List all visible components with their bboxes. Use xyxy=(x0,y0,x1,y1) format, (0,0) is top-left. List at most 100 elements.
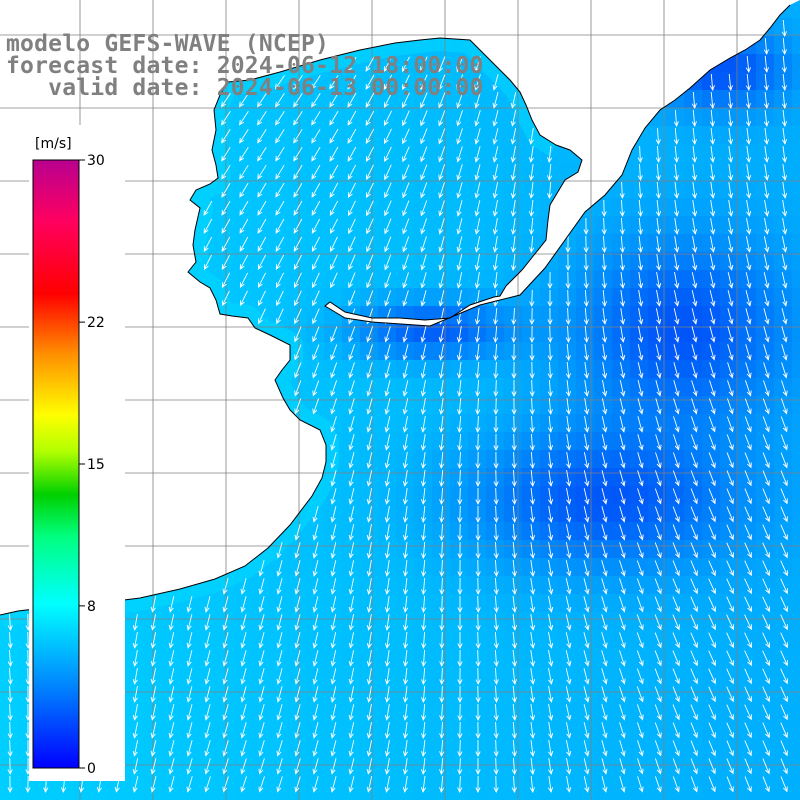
colorbar-tick-label: 30 xyxy=(87,153,105,169)
field-cell xyxy=(252,612,271,631)
field-cell xyxy=(486,738,505,757)
field-cell xyxy=(72,792,91,800)
field-cell xyxy=(396,792,415,800)
wind-arrow xyxy=(330,560,337,577)
wind-arrow xyxy=(780,740,788,757)
wind-arrow xyxy=(402,380,409,397)
field-cell xyxy=(630,198,649,217)
wind-arrow xyxy=(475,631,481,650)
wind-arrow xyxy=(672,650,680,667)
colorbar-tick-label: 15 xyxy=(87,457,105,473)
field-cell xyxy=(324,288,343,307)
field-cell xyxy=(792,306,800,325)
wind-arrow xyxy=(619,452,626,469)
wind-arrow xyxy=(150,722,157,739)
field-cell xyxy=(342,792,361,800)
field-cell xyxy=(468,108,487,127)
wind-arrow xyxy=(745,91,751,110)
field-cell xyxy=(558,288,577,307)
field-cell xyxy=(792,792,800,800)
wind-arrow xyxy=(150,776,157,793)
field-cell xyxy=(738,252,757,271)
wind-arrow xyxy=(493,343,499,362)
wind-arrow xyxy=(529,722,536,739)
field-cell xyxy=(432,450,451,469)
wind-arrow xyxy=(708,416,716,433)
wind-arrow xyxy=(547,397,553,416)
field-cell xyxy=(468,216,487,235)
field-cell xyxy=(684,162,703,181)
field-cell xyxy=(0,720,19,739)
field-cell xyxy=(486,576,505,595)
wind-arrow xyxy=(566,470,572,487)
field-cell xyxy=(612,342,631,361)
wind-arrow xyxy=(312,722,319,739)
wind-arrow xyxy=(764,182,770,199)
wind-arrow xyxy=(672,704,680,721)
wind-arrow xyxy=(619,199,625,218)
wind-arrow xyxy=(438,398,445,415)
wind-arrow xyxy=(780,434,788,451)
wind-arrow xyxy=(330,326,338,343)
wind-arrow xyxy=(727,146,734,163)
field-cell xyxy=(396,324,415,343)
wind-arrow xyxy=(421,559,427,578)
field-cell xyxy=(450,396,469,415)
wind-arrow xyxy=(780,578,788,595)
wind-arrow xyxy=(402,398,409,415)
field-cell xyxy=(540,162,559,181)
wind-arrow xyxy=(565,560,572,577)
wind-arrow xyxy=(420,74,428,91)
field-cell xyxy=(540,666,559,685)
field-cell xyxy=(288,198,307,217)
wind-arrow xyxy=(7,649,13,668)
wind-arrow xyxy=(601,488,608,505)
wind-arrow xyxy=(654,560,662,577)
wind-arrow xyxy=(726,524,734,541)
field-cell xyxy=(648,342,667,361)
wind-arrow xyxy=(348,380,355,397)
wind-arrow xyxy=(762,668,770,685)
field-cell xyxy=(198,666,217,685)
field-cell xyxy=(666,126,685,145)
field-cell xyxy=(630,540,649,559)
field-cell xyxy=(432,126,451,145)
field-cell xyxy=(594,432,613,451)
wind-arrow xyxy=(726,470,734,487)
field-cell xyxy=(360,126,379,145)
wind-arrow xyxy=(529,740,536,757)
wind-arrow xyxy=(583,217,589,236)
wind-arrow xyxy=(601,271,607,290)
wind-arrow xyxy=(548,542,554,559)
wind-arrow xyxy=(240,758,247,775)
field-cell xyxy=(396,162,415,181)
wind-arrow xyxy=(583,235,589,254)
field-cell xyxy=(450,720,469,739)
wind-arrow xyxy=(762,704,770,721)
field-cell xyxy=(648,324,667,343)
wind-arrow xyxy=(132,722,139,739)
wind-arrow xyxy=(619,380,626,397)
wind-arrow xyxy=(222,758,229,775)
field-cell xyxy=(414,90,433,109)
wind-arrow xyxy=(602,380,608,397)
wind-arrow xyxy=(637,758,644,775)
field-cell xyxy=(540,378,559,397)
wind-arrow xyxy=(780,560,788,577)
wind-arrow xyxy=(366,380,373,397)
field-cell xyxy=(234,738,253,757)
field-cell xyxy=(396,576,415,595)
wind-arrow xyxy=(511,451,517,470)
field-cell xyxy=(432,378,451,397)
field-cell xyxy=(306,360,325,379)
wind-arrow xyxy=(780,632,788,649)
wind-arrow xyxy=(348,200,356,217)
wind-arrow xyxy=(457,487,463,506)
wind-arrow xyxy=(7,775,13,794)
field-cell xyxy=(288,558,307,577)
wind-arrow xyxy=(365,74,375,90)
field-cell xyxy=(684,396,703,415)
field-cell xyxy=(594,360,613,379)
wind-arrow xyxy=(763,362,770,379)
wind-arrow xyxy=(655,127,661,146)
